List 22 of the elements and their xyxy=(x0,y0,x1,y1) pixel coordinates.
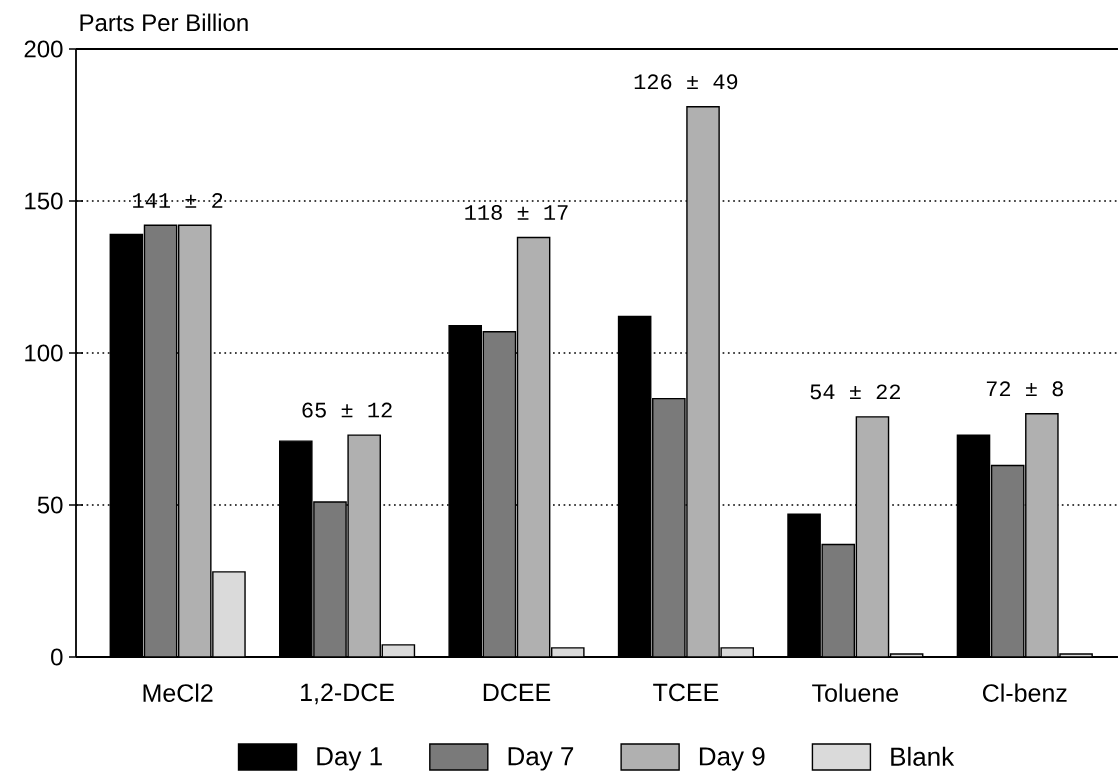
annotation: 65 ± 12 xyxy=(302,402,392,418)
y-tick-label: 0 xyxy=(51,648,63,666)
annotation: 141 ± 2 xyxy=(133,193,223,208)
legend-label: Day 9 xyxy=(699,747,765,771)
annotation: 126 ± 49 xyxy=(634,74,738,90)
x-tick-label: TCEE xyxy=(653,683,719,702)
x-tick-label: 1,2-DCE xyxy=(301,683,394,705)
y-tick-label: 200 xyxy=(24,40,63,58)
legend-label: Blank xyxy=(891,746,955,766)
y-tick-label: 100 xyxy=(25,344,63,362)
y-tick-label: 150 xyxy=(25,192,63,210)
x-tick-label: Toluene xyxy=(812,683,899,702)
annotation: 118 ± 17 xyxy=(465,205,568,220)
annotation: 54 ± 22 xyxy=(810,384,900,400)
x-tick-label: MeCl2 xyxy=(143,683,213,702)
y-tick-label: 50 xyxy=(37,496,63,514)
legend-label: Day 7 xyxy=(508,747,574,771)
x-tick-label: Cl-benz xyxy=(982,683,1067,702)
y-axis-title: Parts Per Billion xyxy=(80,13,248,32)
annotation: 72 ± 8 xyxy=(986,381,1063,397)
legend-label: Day 1 xyxy=(317,747,382,771)
x-tick-label: DCEE xyxy=(483,683,551,702)
